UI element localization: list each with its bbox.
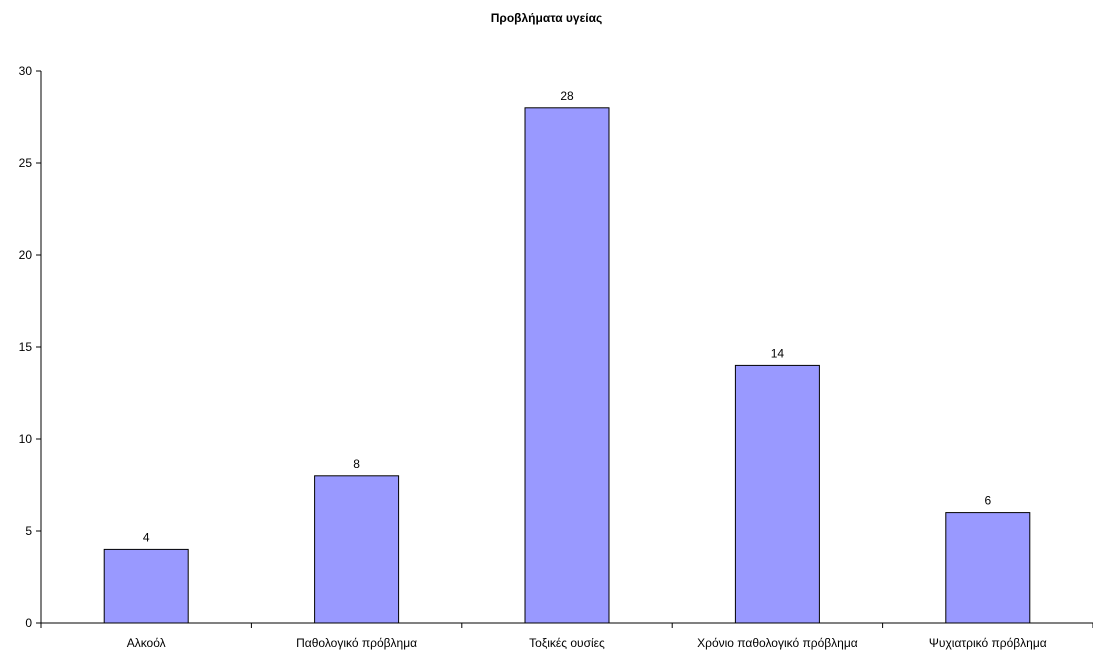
y-tick-label: 0 — [25, 616, 32, 630]
y-axis: 0 5 10 15 20 25 30 — [19, 64, 42, 630]
data-label: 4 — [143, 530, 150, 544]
bar — [103, 548, 189, 624]
data-label: 14 — [771, 346, 785, 360]
y-tick-label: 25 — [19, 156, 33, 170]
bar — [945, 512, 1031, 624]
y-tick-label: 5 — [25, 524, 32, 538]
data-label: 28 — [560, 89, 574, 103]
y-tick-label: 10 — [19, 432, 33, 446]
data-label: 6 — [984, 494, 991, 508]
chart-title: Προβλήματα υγείας — [490, 11, 603, 25]
data-label: 8 — [353, 457, 360, 471]
x-tick-label: Ψυχιατρικό πρόβλημα — [929, 636, 1047, 650]
x-tick-label: Αλκοόλ — [127, 636, 166, 650]
bars — [103, 107, 1031, 624]
x-tick-label: Τοξικές ουσίες — [529, 636, 605, 650]
x-tick-label: Παθολογικό πρόβλημα — [296, 636, 417, 650]
x-tick-label: Χρόνιο παθολογικό πρόβλημα — [697, 636, 858, 650]
x-axis: Αλκοόλ Παθολογικό πρόβλημα Τοξικές ουσίες Χ… — [40, 622, 1093, 650]
bar — [734, 364, 820, 624]
bar — [314, 475, 400, 624]
y-tick-label: 30 — [19, 64, 33, 78]
bar — [524, 107, 610, 624]
y-tick-label: 15 — [19, 340, 33, 354]
data-labels: 4 8 28 14 6 — [143, 89, 992, 545]
y-tick-label: 20 — [19, 248, 33, 262]
